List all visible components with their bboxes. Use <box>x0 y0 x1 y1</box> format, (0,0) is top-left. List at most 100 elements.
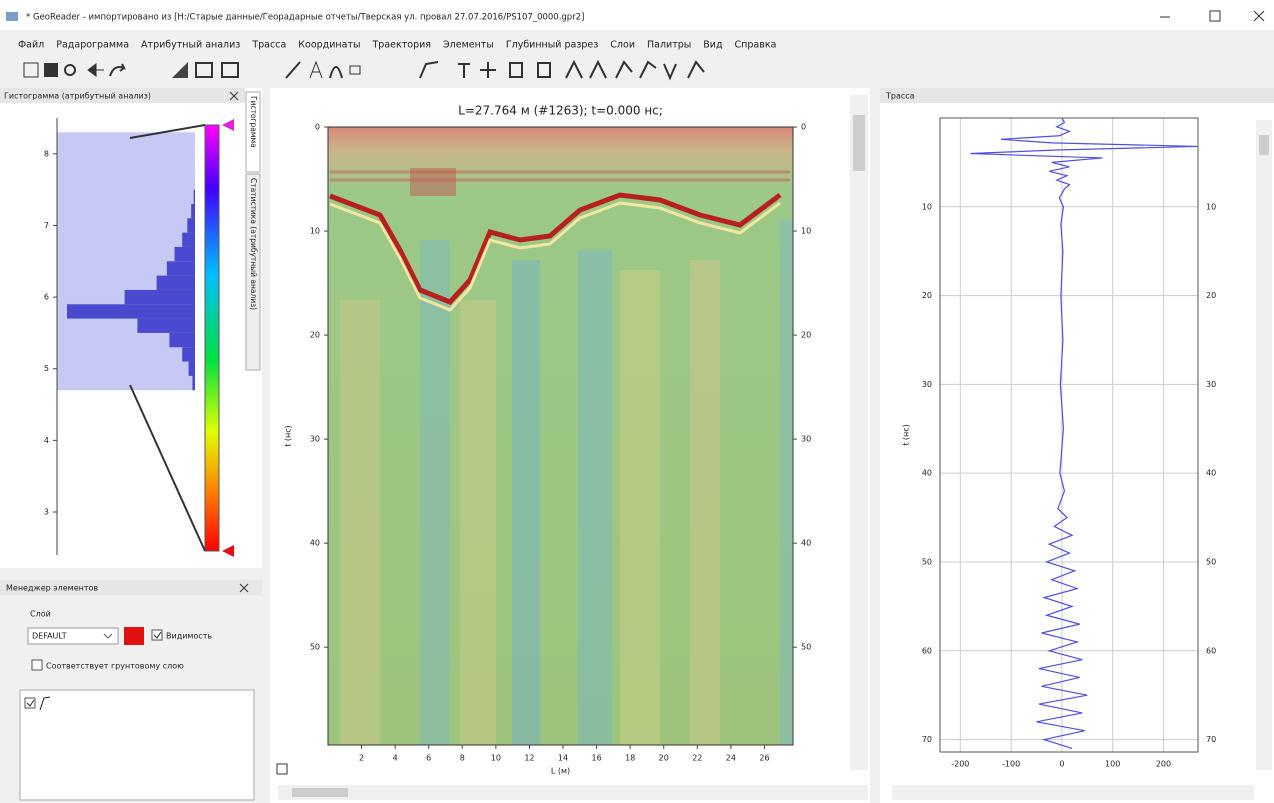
x-tick-label: 26 <box>759 754 769 763</box>
menu-item[interactable]: Справка <box>735 40 777 51</box>
x-tick-label: 0 <box>1059 760 1064 769</box>
range-connector <box>129 124 206 552</box>
histogram-bar <box>191 203 195 219</box>
scroll-thumb[interactable] <box>292 788 348 797</box>
x-tick-label: 14 <box>558 754 568 763</box>
tool-save[interactable] <box>44 63 58 77</box>
min-marker[interactable] <box>222 545 234 557</box>
menu-item[interactable]: Траектория <box>372 40 432 51</box>
y-tick-label: 50 <box>801 643 811 652</box>
y-tick-label: 10 <box>801 227 811 236</box>
x-tick-label: 16 <box>591 754 601 763</box>
max-marker[interactable] <box>222 119 234 131</box>
tool-text[interactable] <box>309 60 323 79</box>
tool-chart[interactable] <box>172 62 188 78</box>
tool-icons[interactable] <box>419 59 705 81</box>
y-tick-label: 4 <box>44 436 49 445</box>
layer-color[interactable] <box>124 627 144 645</box>
y-tick-label: 40 <box>801 539 811 548</box>
v-scrollbar[interactable] <box>850 95 868 770</box>
tool-undo[interactable] <box>87 63 104 77</box>
tool-redo[interactable] <box>109 63 127 77</box>
menu-item[interactable]: Трасса <box>251 40 286 51</box>
close-button[interactable] <box>1253 10 1265 22</box>
panel-header <box>880 88 1274 103</box>
side-tab[interactable] <box>245 91 261 173</box>
histogram-bar <box>187 218 195 233</box>
element-list <box>19 689 255 801</box>
scroll-thumb[interactable] <box>853 115 865 171</box>
x-tick-label: 20 <box>659 754 669 763</box>
panel-header <box>0 580 262 595</box>
y-tick-label: 40 <box>310 539 320 548</box>
tool-paste[interactable] <box>537 62 551 78</box>
h-scrollbar[interactable] <box>278 785 868 800</box>
check-mark <box>153 631 162 639</box>
menu-item[interactable]: Слои <box>610 40 635 51</box>
panel-close[interactable] <box>229 91 239 101</box>
maximize-button[interactable] <box>1209 10 1221 22</box>
y-tick-label: 0 <box>315 123 320 132</box>
x-axis-label: L (м) <box>551 767 570 776</box>
tool-image2[interactable] <box>221 62 239 78</box>
y-tick-label: 7 <box>44 221 49 230</box>
y-tick-label: 40 <box>922 469 932 478</box>
ground-checkbox[interactable] <box>31 659 43 671</box>
x-tick-label: 8 <box>460 754 465 763</box>
corner-button[interactable] <box>276 763 288 775</box>
menu-item[interactable]: Координаты <box>298 40 360 51</box>
layer-label: Слой <box>30 610 51 619</box>
y-tick-label: 8 <box>44 149 49 158</box>
y-tick-label: 50 <box>1206 557 1216 566</box>
scroll-thumb[interactable] <box>1259 135 1269 155</box>
window-title: * GeoReader - импортировано из [H:/Стары… <box>26 13 584 23</box>
reflection <box>329 192 782 305</box>
v-scrollbar[interactable] <box>1256 120 1272 770</box>
menu-item[interactable]: Глубинный разрез <box>506 40 598 51</box>
y-tick-label: 10 <box>310 227 320 236</box>
y-tick-label: 30 <box>1206 380 1216 389</box>
visibility-label: Видимость <box>166 632 212 641</box>
menu-item[interactable]: Атрибутный анализ <box>141 40 240 51</box>
histogram-bar <box>156 275 195 290</box>
histogram-bar <box>193 189 195 204</box>
menu-item[interactable]: Вид <box>703 40 723 51</box>
tool-image[interactable] <box>195 62 213 78</box>
side-tab[interactable] <box>245 173 261 371</box>
histogram-bar <box>166 261 195 276</box>
reflection <box>410 168 456 196</box>
y-tick-label: 30 <box>801 435 811 444</box>
histogram-bar <box>174 246 195 262</box>
y-axis-label: t (нс) <box>284 425 293 447</box>
layer-select[interactable] <box>27 627 119 645</box>
panel-header <box>0 88 245 103</box>
tool-arc[interactable] <box>329 66 343 79</box>
histogram-bar <box>124 289 195 305</box>
menu-item[interactable]: Файл <box>18 40 44 51</box>
visibility-checkbox[interactable] <box>151 629 163 641</box>
tool-line[interactable] <box>285 61 301 79</box>
tool-copy[interactable] <box>509 62 523 78</box>
element-checkbox[interactable] <box>24 697 36 709</box>
menu-item[interactable]: Палитры <box>647 40 691 51</box>
chart-title: L=27.764 м (#1263); t=0.000 нс; <box>458 104 663 118</box>
x-tick-label: 24 <box>726 754 736 763</box>
y-tick-label: 5 <box>44 364 49 373</box>
trace-chart: 10 10 20 20 30 30 40 40 50 50 60 60 70 70 -200 -100 0 100… <box>902 117 1216 769</box>
h-scrollbar[interactable] <box>892 785 1254 800</box>
x-tick-label: 22 <box>692 754 702 763</box>
tool-new[interactable] <box>23 62 39 78</box>
tool-link[interactable] <box>64 64 76 76</box>
menu-item[interactable]: Элементы <box>443 40 494 51</box>
x-tick-label: 2 <box>359 754 364 763</box>
menu-item[interactable]: Радарограмма <box>56 40 129 51</box>
x-tick-label: 6 <box>426 754 431 763</box>
histogram-bar <box>182 347 195 362</box>
y-tick-label: 70 <box>1206 735 1216 744</box>
y-tick-label: 70 <box>922 735 932 744</box>
element-item[interactable] <box>26 696 51 711</box>
tool-rect[interactable] <box>349 65 361 75</box>
histogram-bar <box>188 361 195 376</box>
panel-close[interactable] <box>239 583 249 593</box>
